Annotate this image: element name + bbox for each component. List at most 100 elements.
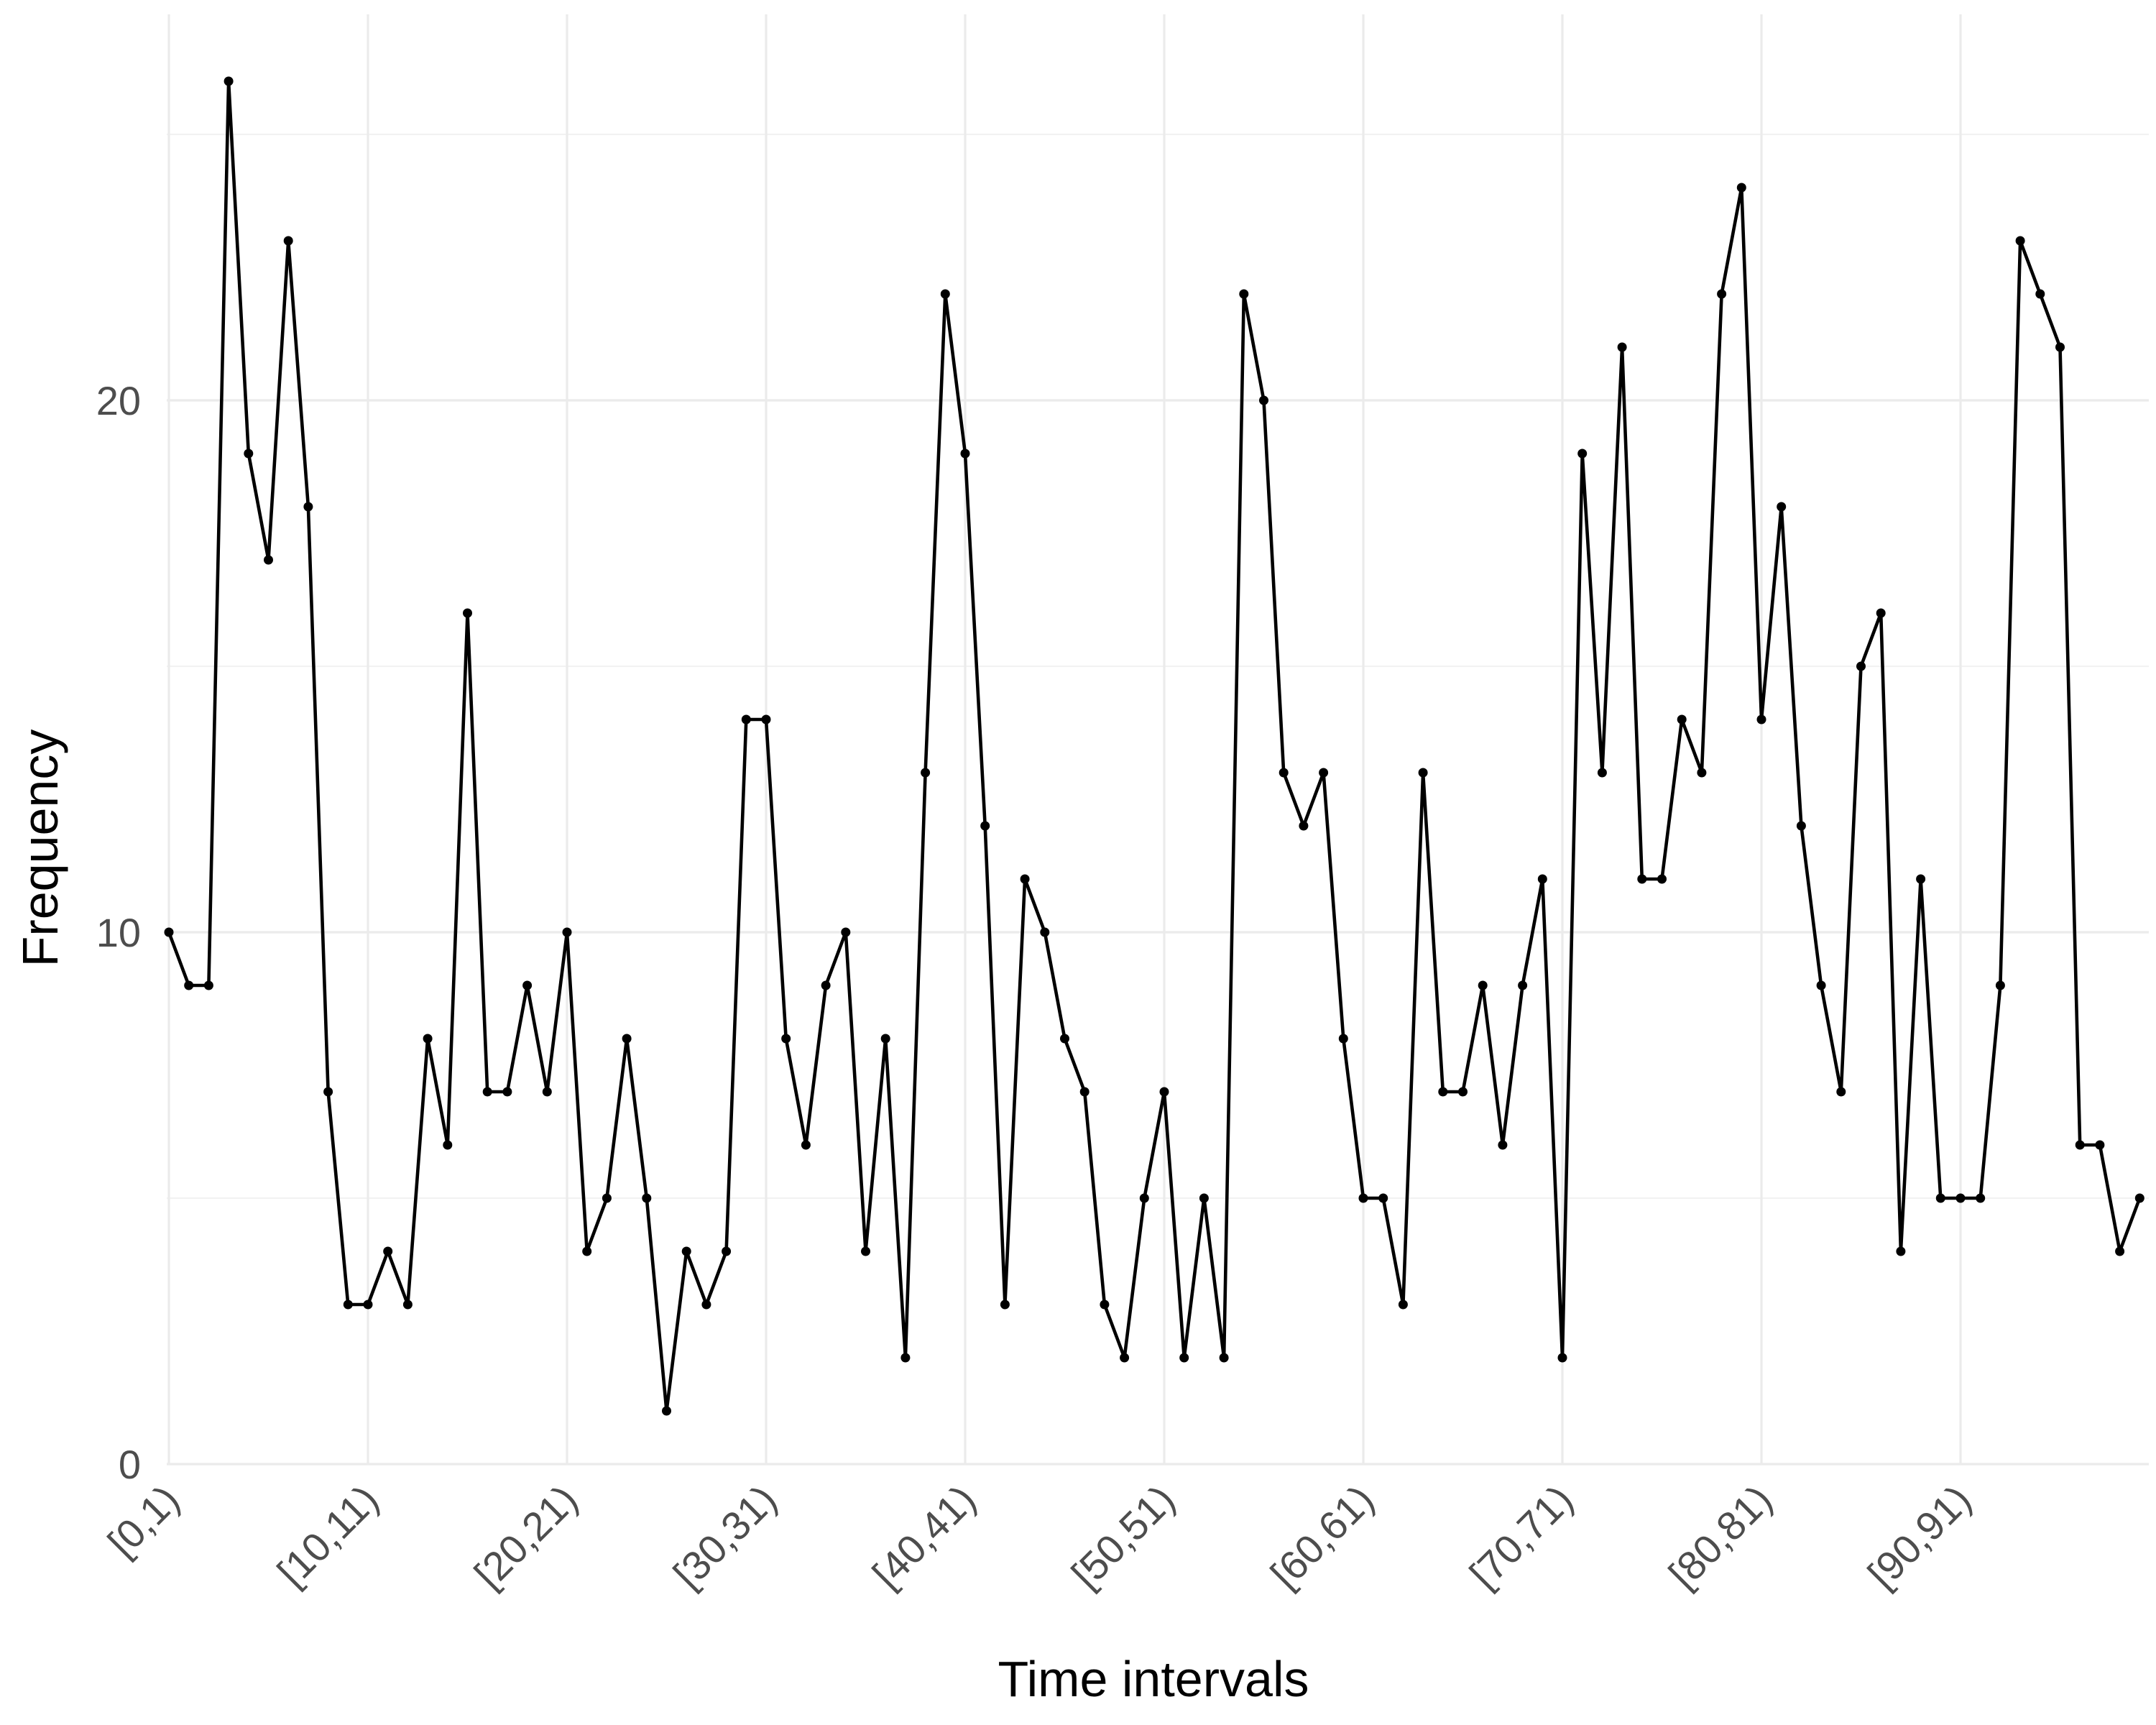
data-point: [582, 1246, 592, 1256]
data-point: [1458, 1087, 1468, 1097]
data-point: [1796, 821, 1806, 831]
data-point: [602, 1193, 612, 1203]
data-point: [701, 1300, 711, 1310]
data-point: [722, 1246, 732, 1256]
data-point: [1418, 768, 1428, 778]
data-point: [1498, 1140, 1508, 1150]
data-point: [423, 1034, 433, 1044]
x-tick-label: [30,31): [665, 1476, 786, 1597]
data-point: [283, 236, 293, 246]
data-point: [1338, 1034, 1348, 1044]
data-point: [303, 502, 313, 512]
data-point: [1637, 874, 1647, 884]
data-point: [1657, 874, 1667, 884]
data-point: [1120, 1353, 1130, 1363]
data-point: [1060, 1034, 1069, 1044]
data-point: [1995, 980, 2005, 990]
data-point: [224, 76, 234, 86]
data-point: [1856, 661, 1866, 671]
x-tick-label: [60,61): [1262, 1476, 1383, 1597]
data-point: [542, 1087, 552, 1097]
x-tick-label: [80,81): [1660, 1476, 1781, 1597]
data-point: [1179, 1353, 1189, 1363]
data-point: [1935, 1193, 1945, 1203]
data-point: [1020, 874, 1030, 884]
data-point: [1079, 1087, 1089, 1097]
data-point: [1597, 768, 1607, 778]
series-frequency: [164, 76, 2145, 1416]
data-point: [1159, 1087, 1169, 1097]
data-point: [1876, 608, 1886, 618]
data-point: [402, 1300, 413, 1310]
data-point: [821, 980, 831, 990]
data-point: [363, 1300, 373, 1310]
data-point: [443, 1140, 453, 1150]
x-tick-label: [10,11): [269, 1476, 387, 1595]
data-point: [203, 980, 213, 990]
y-axis-title: Frequency: [12, 730, 68, 967]
data-point: [921, 768, 931, 778]
x-tick-label: [90,91): [1859, 1476, 1980, 1597]
data-point: [1896, 1246, 1906, 1256]
series-line: [167, 79, 2142, 1413]
grid: [167, 14, 2149, 1466]
x-axis-ticks: [0,1) [10,11) [20,21) [30,31) [40,41) [50,51)…: [99, 1476, 1980, 1597]
data-point: [2095, 1140, 2105, 1150]
data-point: [681, 1246, 691, 1256]
data-point: [1518, 980, 1528, 990]
data-point: [2075, 1140, 2085, 1150]
data-point: [482, 1087, 492, 1097]
data-point: [1976, 1193, 1986, 1203]
data-point: [801, 1140, 811, 1150]
data-point: [562, 927, 572, 937]
x-tick-label: [40,41): [864, 1476, 985, 1597]
y-tick-label: 10: [96, 910, 141, 955]
data-point: [1219, 1353, 1229, 1363]
x-tick-label: [50,51): [1063, 1476, 1184, 1597]
data-point: [1677, 714, 1687, 724]
data-point: [264, 555, 273, 565]
data-point: [2035, 289, 2045, 299]
data-point: [1537, 874, 1547, 884]
data-point: [522, 980, 533, 990]
data-point: [1398, 1300, 1408, 1310]
data-point: [502, 1087, 512, 1097]
data-point: [1139, 1193, 1149, 1203]
data-point: [1239, 289, 1249, 299]
x-tick-label: [70,71): [1461, 1476, 1582, 1597]
data-point: [642, 1193, 652, 1203]
data-point: [1378, 1193, 1388, 1203]
data-point: [2015, 236, 2025, 246]
data-point: [1717, 289, 1727, 299]
x-tick-label: [20,21): [466, 1476, 586, 1597]
data-point: [960, 448, 970, 459]
data-point: [184, 980, 194, 990]
data-point: [1955, 1193, 1966, 1203]
data-point: [1557, 1353, 1567, 1363]
data-point: [1040, 927, 1050, 937]
data-point: [761, 714, 771, 724]
data-point: [1816, 980, 1826, 990]
data-point: [1756, 714, 1766, 724]
data-point: [1836, 1087, 1846, 1097]
y-tick-label: 20: [96, 378, 141, 423]
data-point: [781, 1034, 791, 1044]
data-point: [1100, 1300, 1110, 1310]
y-axis-ticks: 0 10 20: [96, 378, 141, 1487]
x-axis-title: Time intervals: [998, 1651, 1309, 1707]
data-point: [900, 1353, 911, 1363]
data-point: [1299, 821, 1309, 831]
data-point: [1358, 1193, 1368, 1203]
data-point: [861, 1246, 870, 1256]
data-point: [622, 1034, 632, 1044]
data-point: [323, 1087, 333, 1097]
data-point: [662, 1406, 671, 1416]
data-point: [1916, 874, 1926, 884]
x-tick-label: [0,1): [99, 1476, 188, 1565]
data-point: [741, 714, 751, 724]
data-point: [880, 1034, 890, 1044]
data-point: [1279, 768, 1289, 778]
data-point: [1697, 768, 1707, 778]
data-point: [2134, 1193, 2145, 1203]
